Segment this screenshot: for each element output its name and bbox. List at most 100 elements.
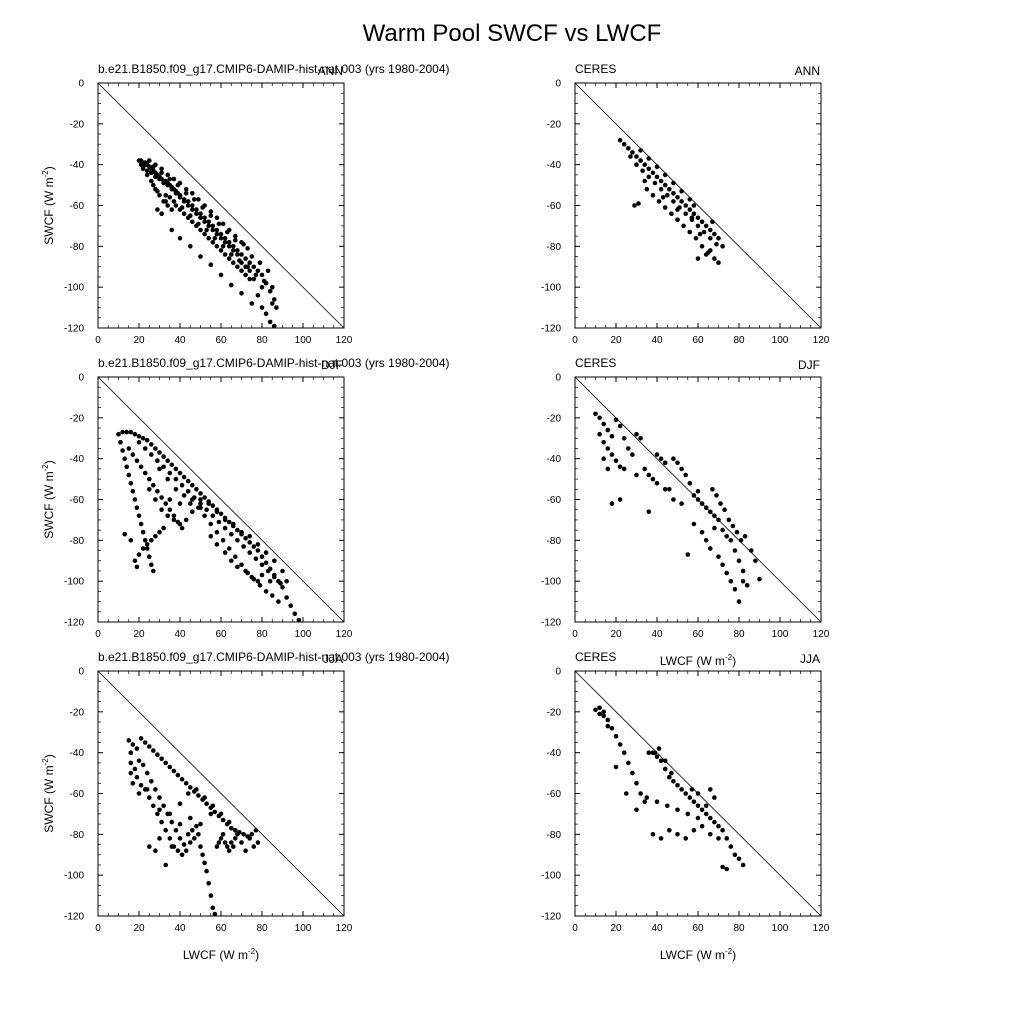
scatter-point bbox=[147, 158, 152, 163]
x-tick-label: 20 bbox=[610, 335, 622, 346]
scatter-point bbox=[249, 254, 255, 259]
scatter-point bbox=[185, 478, 191, 484]
scatter-point bbox=[732, 587, 738, 592]
scatter-point bbox=[662, 205, 668, 210]
scatter-point bbox=[716, 517, 721, 523]
y-axis-label-close: ) bbox=[42, 754, 56, 758]
scatter-point bbox=[198, 491, 203, 496]
scatter-point bbox=[617, 464, 623, 470]
y-tick-label: 0 bbox=[78, 373, 84, 384]
scatter-point bbox=[229, 531, 234, 537]
scatter-point bbox=[597, 711, 602, 717]
scatter-point bbox=[744, 583, 750, 588]
scatter-point bbox=[683, 836, 688, 841]
scatter-point bbox=[722, 507, 727, 512]
scatter-point bbox=[118, 440, 123, 445]
scatter-point bbox=[183, 191, 189, 196]
y-tick-label: -80 bbox=[70, 830, 85, 841]
scatter-point bbox=[190, 482, 195, 488]
panel-ceres-djf: 0 20 40 60 80 100 120 0 -20 -40 -60 -80 -100 -120 CERE… bbox=[541, 356, 830, 668]
scatter-point bbox=[163, 199, 168, 204]
scatter-point bbox=[190, 497, 195, 502]
figure-title: Warm Pool SWCF vs LWCF bbox=[363, 20, 662, 47]
x-tick-label: 20 bbox=[610, 629, 622, 640]
scatter-point bbox=[130, 489, 136, 494]
scatter-point bbox=[253, 556, 259, 561]
scatter-point bbox=[179, 776, 185, 782]
scatter-point bbox=[683, 791, 688, 796]
scatter-point bbox=[691, 203, 697, 208]
scatter-point bbox=[161, 525, 166, 531]
scatter-point bbox=[208, 213, 214, 218]
scatter-point bbox=[609, 433, 615, 439]
y-tick-label: -60 bbox=[547, 201, 562, 212]
scatter-point bbox=[206, 501, 211, 506]
scatter-point bbox=[179, 205, 185, 210]
scatter-point bbox=[198, 254, 203, 259]
scatter-point bbox=[276, 599, 281, 604]
scatter-point bbox=[243, 272, 248, 278]
scatter-point bbox=[270, 284, 275, 290]
y-tick-label: -100 bbox=[541, 577, 561, 588]
scatter-point bbox=[712, 231, 717, 237]
scatter-point bbox=[613, 734, 619, 739]
scatter-point bbox=[609, 452, 615, 457]
scatter-point bbox=[153, 534, 158, 539]
scatter-point bbox=[149, 538, 154, 543]
scatter-point bbox=[650, 193, 656, 198]
scatter-point bbox=[259, 272, 265, 278]
scatter-point bbox=[155, 188, 160, 194]
scatter-point bbox=[155, 811, 160, 817]
scatter-point bbox=[163, 193, 168, 198]
scatter-point bbox=[662, 182, 668, 188]
x-tick-label: 0 bbox=[572, 629, 578, 640]
scatter-point bbox=[646, 509, 652, 515]
scatter-point bbox=[646, 472, 652, 478]
scatter-point bbox=[185, 489, 191, 494]
y-axis-label-exponent: -2 bbox=[41, 170, 50, 178]
scatter-point bbox=[214, 231, 220, 237]
x-axis-label-text: LWCF (W m bbox=[183, 948, 248, 962]
scatter-point bbox=[749, 548, 754, 553]
scatter-point bbox=[210, 227, 216, 233]
x-tick-label: 40 bbox=[174, 629, 186, 640]
scatter-point bbox=[220, 817, 226, 823]
scatter-point bbox=[157, 450, 162, 455]
scatter-point bbox=[683, 203, 688, 208]
scatter-point bbox=[241, 832, 246, 837]
scatter-point bbox=[658, 178, 664, 184]
scatter-point bbox=[675, 207, 680, 212]
scatter-point bbox=[726, 517, 732, 523]
scatter-point bbox=[679, 501, 684, 506]
scatter-points bbox=[593, 705, 746, 872]
scatter-point bbox=[708, 235, 713, 241]
scatter-point bbox=[720, 562, 725, 568]
scatter-point bbox=[231, 244, 236, 249]
scatter-point bbox=[167, 764, 173, 770]
scatter-point bbox=[134, 505, 140, 511]
scatter-point bbox=[617, 497, 623, 502]
scatter-point bbox=[695, 489, 701, 494]
scatter-point bbox=[730, 523, 736, 529]
scatter-point bbox=[695, 791, 701, 796]
scatter-point bbox=[642, 162, 647, 167]
scatter-point bbox=[237, 258, 242, 263]
scatter-point bbox=[202, 860, 207, 866]
y-tick-label: -20 bbox=[547, 119, 562, 130]
scatter-point bbox=[679, 466, 684, 472]
scatter-point bbox=[149, 442, 154, 447]
scatter-point bbox=[171, 517, 177, 523]
scatter-point bbox=[654, 164, 660, 169]
scatter-point bbox=[151, 748, 156, 753]
scatter-point bbox=[147, 476, 152, 482]
scatter-point bbox=[699, 501, 705, 506]
x-tick-label: 100 bbox=[295, 923, 312, 934]
scatter-point bbox=[196, 793, 201, 798]
scatter-point bbox=[292, 611, 298, 617]
scatter-point bbox=[147, 795, 152, 800]
scatter-point bbox=[263, 560, 269, 566]
scatter-points bbox=[593, 411, 762, 604]
x-tick-label: 60 bbox=[215, 923, 227, 934]
scatter-point bbox=[190, 191, 195, 196]
scatter-point bbox=[605, 446, 611, 451]
